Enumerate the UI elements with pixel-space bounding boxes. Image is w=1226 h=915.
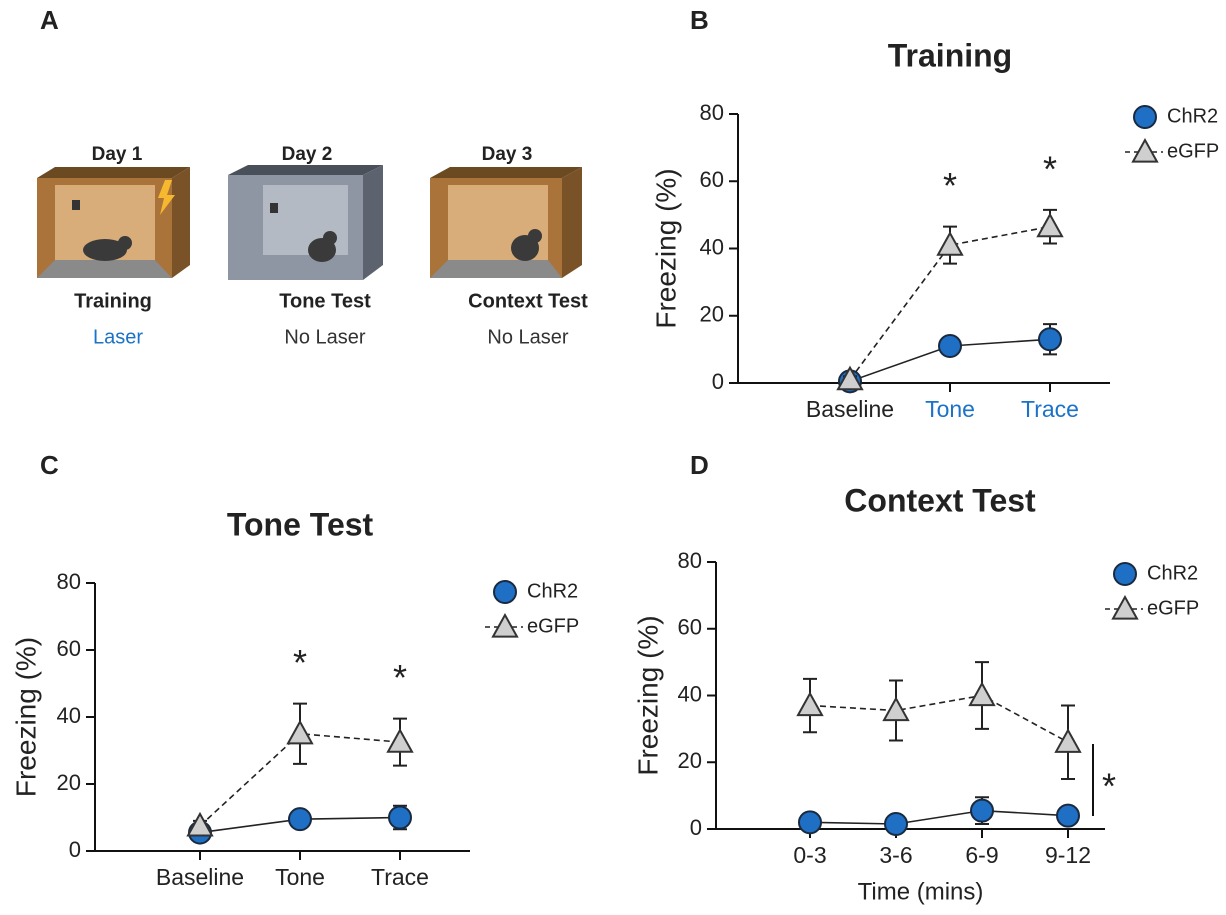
y-tick-label: 40 bbox=[57, 703, 81, 728]
y-axis-label: Freezing (%) bbox=[650, 168, 681, 328]
legend-label: ChR2 bbox=[527, 580, 578, 602]
point bbox=[289, 808, 311, 830]
laser-label: No Laser bbox=[284, 326, 365, 348]
point bbox=[885, 813, 907, 835]
context-chamber bbox=[430, 167, 582, 278]
y-axis-label: Freezing (%) bbox=[632, 615, 663, 775]
point bbox=[288, 722, 312, 744]
y-tick-label: 40 bbox=[678, 681, 702, 706]
y-tick-label: 20 bbox=[57, 770, 81, 795]
y-tick-label: 80 bbox=[57, 569, 81, 594]
y-tick-label: 60 bbox=[678, 615, 702, 640]
y-tick-label: 0 bbox=[712, 369, 724, 394]
legend-label: ChR2 bbox=[1147, 562, 1198, 584]
y-tick-label: 80 bbox=[700, 100, 724, 125]
point bbox=[1039, 328, 1061, 350]
significance: * bbox=[1102, 766, 1116, 807]
phase-label: Training bbox=[74, 290, 152, 312]
y-tick-label: 60 bbox=[700, 167, 724, 192]
point bbox=[938, 233, 962, 255]
x-tick-label: Trace bbox=[1021, 396, 1079, 422]
phase-label: Tone Test bbox=[279, 290, 371, 312]
y-tick-label: 20 bbox=[678, 748, 702, 773]
point bbox=[799, 811, 821, 833]
significance: * bbox=[1043, 148, 1057, 189]
legend-label: eGFP bbox=[1167, 140, 1219, 162]
x-tick-label: Tone bbox=[925, 396, 975, 422]
point bbox=[971, 800, 993, 822]
series-line bbox=[810, 811, 1068, 824]
figure: A Day 1 Day 2 Day 3 Training Tone Test C… bbox=[0, 0, 1226, 915]
point bbox=[1038, 215, 1062, 237]
legend-label: eGFP bbox=[1147, 597, 1199, 619]
y-tick-label: 80 bbox=[678, 548, 702, 573]
x-tick-label: Tone bbox=[275, 864, 325, 890]
day-label: Day 1 bbox=[92, 144, 143, 165]
day-label: Day 2 bbox=[282, 144, 333, 165]
panel-label: D bbox=[690, 450, 709, 480]
legend-marker bbox=[1134, 106, 1156, 128]
series-line bbox=[810, 696, 1068, 743]
day-label: Day 3 bbox=[482, 144, 533, 165]
x-tick-label: 0-3 bbox=[793, 842, 826, 868]
x-tick-label: 6-9 bbox=[965, 842, 998, 868]
y-tick-label: 0 bbox=[690, 815, 702, 840]
laser-label: No Laser bbox=[487, 326, 568, 348]
legend-label: ChR2 bbox=[1167, 105, 1218, 127]
x-tick-label: Baseline bbox=[806, 396, 894, 422]
legend-marker bbox=[494, 581, 516, 603]
y-axis-label: Freezing (%) bbox=[10, 637, 41, 797]
point bbox=[1057, 805, 1079, 827]
y-tick-label: 0 bbox=[69, 837, 81, 862]
chart-title: Training bbox=[888, 37, 1012, 73]
point bbox=[1056, 730, 1080, 752]
y-tick-label: 20 bbox=[700, 302, 724, 327]
point bbox=[389, 807, 411, 829]
point bbox=[970, 684, 994, 706]
x-tick-label: 3-6 bbox=[879, 842, 912, 868]
panel-label: A bbox=[40, 5, 59, 35]
x-tick-label: 9-12 bbox=[1045, 842, 1091, 868]
chart-title: Tone Test bbox=[227, 506, 374, 542]
legend-marker bbox=[493, 615, 517, 637]
y-tick-label: 60 bbox=[57, 636, 81, 661]
legend-marker bbox=[1113, 597, 1137, 619]
significance: * bbox=[293, 642, 307, 683]
legend-label: eGFP bbox=[527, 615, 579, 637]
chart-title: Context Test bbox=[844, 482, 1036, 518]
point bbox=[798, 694, 822, 716]
laser-label: Laser bbox=[93, 326, 143, 348]
training-chamber bbox=[37, 167, 190, 278]
point bbox=[939, 335, 961, 357]
x-tick-label: Baseline bbox=[156, 864, 244, 890]
x-axis-label: Time (mins) bbox=[858, 878, 984, 905]
panel-label: B bbox=[690, 5, 709, 35]
y-tick-label: 40 bbox=[700, 234, 724, 259]
legend-marker bbox=[1133, 140, 1157, 162]
significance: * bbox=[943, 165, 957, 206]
x-tick-label: Trace bbox=[371, 864, 429, 890]
panel-label: C bbox=[40, 450, 59, 480]
legend-marker bbox=[1114, 563, 1136, 585]
significance: * bbox=[393, 657, 407, 698]
tone-chamber bbox=[228, 165, 383, 280]
phase-label: Context Test bbox=[468, 290, 588, 312]
point bbox=[388, 730, 412, 752]
